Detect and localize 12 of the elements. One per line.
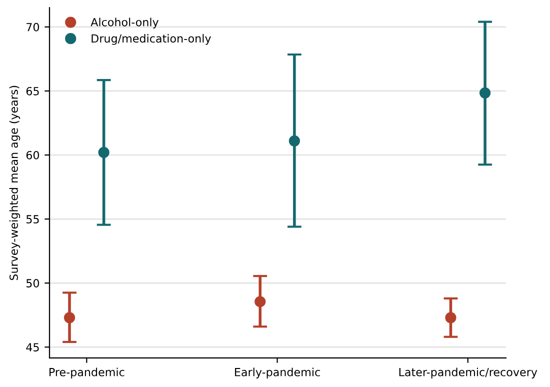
legend-label: Alcohol-only — [90, 18, 159, 28]
x-tick-label: Later-pandemic/recovery — [399, 368, 538, 378]
y-tick-label: 50 — [26, 279, 40, 288]
y-tick-label: 55 — [26, 215, 39, 224]
y-axis-title: Survey-weighted mean age (years) — [9, 86, 20, 280]
y-tick-label: 70 — [26, 22, 40, 32]
y-tick-label: 60 — [26, 150, 40, 160]
y-tick-label: 45 — [26, 343, 39, 352]
legend-label: Drug/medication-only — [92, 34, 211, 45]
y-tick-label: 65 — [26, 86, 39, 96]
x-tick-label: Pre-pandemic — [50, 368, 124, 378]
x-tick-label: Early-pandemic — [235, 368, 320, 378]
